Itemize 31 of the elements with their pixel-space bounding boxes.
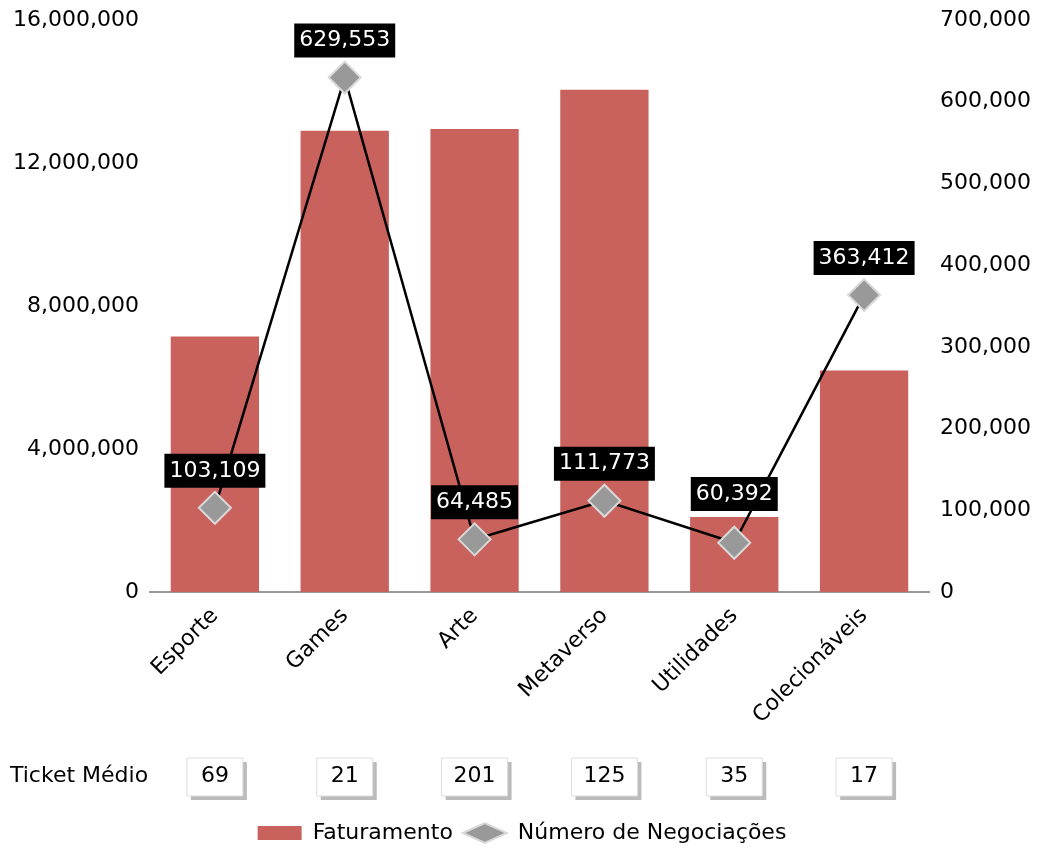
y2-tick-label: 300,000 (940, 332, 1032, 358)
text: 21 (330, 761, 359, 787)
text: 201 (453, 761, 496, 787)
data-label: 363,412 (818, 243, 910, 269)
bar (300, 130, 389, 593)
y2-tick-label: 200,000 (940, 414, 1032, 440)
data-label: 111,773 (558, 449, 650, 475)
y-tick-label: 12,000,000 (12, 148, 139, 174)
y2-tick-label: 100,000 (940, 496, 1032, 522)
data-label: 60,392 (695, 479, 773, 505)
data-label: 64,485 (436, 488, 514, 514)
data-label: 629,553 (299, 26, 391, 52)
y2-tick-label: 500,000 (940, 169, 1032, 195)
legend-label: Número de Negociações (517, 818, 787, 844)
y2-tick-label: 700,000 (940, 5, 1032, 31)
y2-tick-label: 400,000 (940, 250, 1032, 276)
text: Ticket Médio (9, 761, 149, 787)
bar (430, 129, 519, 593)
y-tick-label: 16,000,000 (12, 5, 139, 31)
y-tick-label: 0 (124, 577, 139, 603)
bar (819, 370, 909, 593)
legend-label: Faturamento (312, 818, 453, 844)
text: 125 (583, 761, 626, 787)
y2-tick-label: 0 (940, 577, 955, 603)
y-tick-label: 8,000,000 (26, 291, 139, 317)
y-tick-label: 4,000,000 (26, 434, 139, 460)
text: 69 (200, 761, 229, 787)
data-label: 103,109 (169, 456, 261, 482)
text: 17 (850, 761, 879, 787)
y2-tick-label: 600,000 (940, 87, 1032, 113)
text: 35 (720, 761, 749, 787)
